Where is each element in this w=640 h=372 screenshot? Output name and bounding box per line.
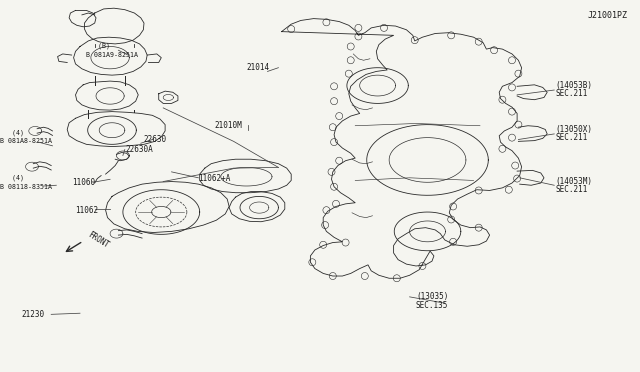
Text: B 081A8-8251A: B 081A8-8251A [0, 138, 52, 144]
Text: 11062+A: 11062+A [198, 174, 231, 183]
Text: 22630: 22630 [143, 135, 166, 144]
Text: (B): (B) [86, 43, 111, 49]
Text: B 08118-8351A: B 08118-8351A [0, 184, 52, 190]
Text: (14053B): (14053B) [556, 81, 593, 90]
Text: 21230: 21230 [21, 310, 44, 319]
Text: 11060: 11060 [72, 178, 95, 187]
Text: (14053M): (14053M) [556, 177, 593, 186]
Text: 11062: 11062 [76, 206, 99, 215]
Text: 21010M: 21010M [214, 121, 242, 130]
Text: SEC.135: SEC.135 [416, 301, 449, 310]
Text: SEC.211: SEC.211 [556, 133, 588, 142]
Text: (13050X): (13050X) [556, 125, 593, 134]
Text: SEC.211: SEC.211 [556, 89, 588, 98]
Text: (4): (4) [0, 174, 24, 181]
Text: (4): (4) [0, 129, 24, 136]
Text: 21014: 21014 [246, 63, 269, 72]
Text: J21001PZ: J21001PZ [588, 11, 627, 20]
Text: SEC.211: SEC.211 [556, 185, 588, 194]
Text: FRONT: FRONT [86, 230, 111, 250]
Text: B 081A9-8251A: B 081A9-8251A [86, 52, 138, 58]
Text: (13035): (13035) [416, 292, 449, 301]
Text: 22630A: 22630A [125, 145, 153, 154]
